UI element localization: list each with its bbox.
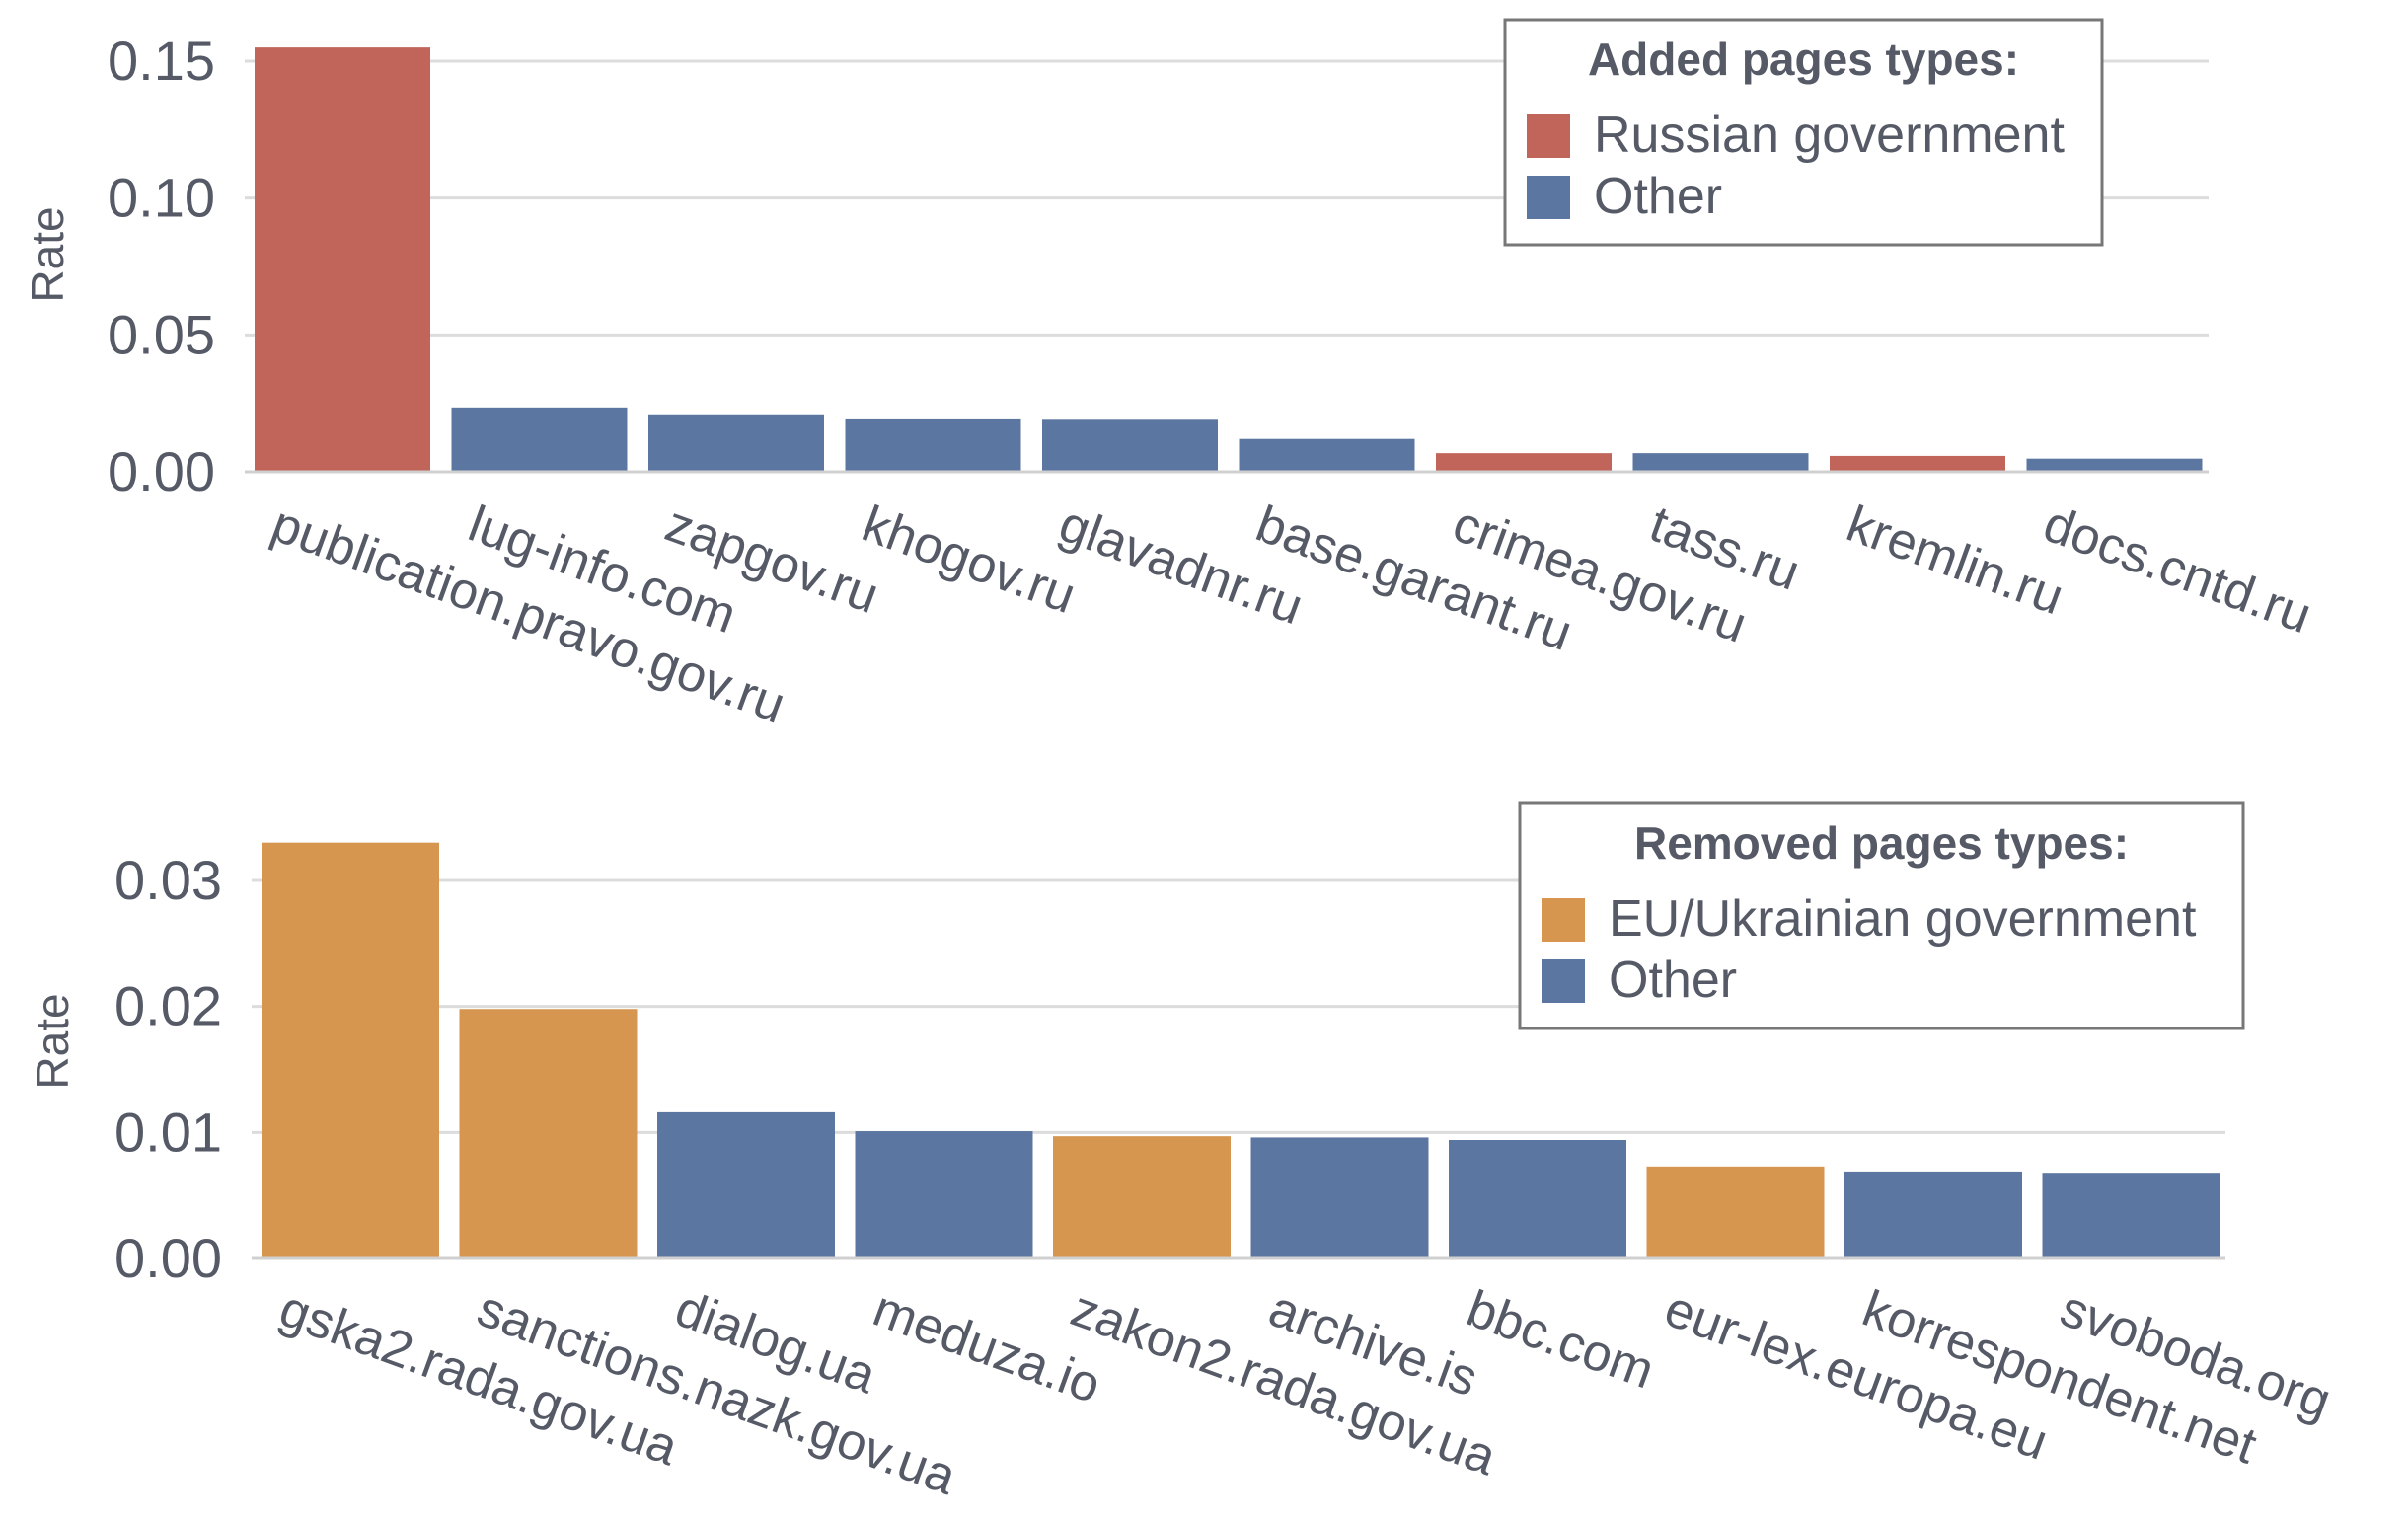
legend-swatch (1542, 898, 1585, 942)
y-tick-label: 0.00 (108, 440, 215, 502)
legend-swatch (1527, 176, 1570, 219)
y-tick-label: 0.05 (108, 303, 215, 365)
bar (1449, 1139, 1626, 1258)
y-tick-label: 0.15 (108, 30, 215, 92)
bar (1239, 438, 1415, 472)
bar (1830, 455, 2005, 472)
x-tick-label: khogov.ru (855, 495, 1083, 625)
x-tick-label: meduza.io (865, 1280, 1107, 1415)
bar (1844, 1171, 2022, 1258)
legend-label: Russian government (1594, 107, 2065, 164)
legend-label: Other (1594, 168, 1722, 225)
legend-swatch (1542, 959, 1585, 1003)
y-axis-label: Rate (22, 206, 73, 302)
y-tick-label: 0.01 (114, 1101, 222, 1163)
legend-label: EU/Ukrainian government (1609, 890, 2197, 948)
bar (855, 1131, 1033, 1258)
legend-title: Removed pages types: (1634, 817, 2129, 869)
bar (648, 414, 824, 472)
legend-swatch (1527, 114, 1570, 158)
legend-label: Other (1609, 951, 1737, 1009)
bar (1632, 453, 1809, 472)
y-tick-label: 0.03 (114, 849, 222, 911)
bar (1053, 1136, 1231, 1258)
legend: Removed pages types: EU/Ukrainian governm… (1518, 801, 2245, 1030)
bar (451, 407, 628, 472)
x-tick-label: kremlin.ru (1840, 495, 2070, 627)
added-pages-chart: 0.000.050.100.15publication.pravo.gov.ru… (22, 18, 2318, 734)
bar (1436, 453, 1612, 472)
bar (459, 1009, 638, 1258)
bar (657, 1111, 835, 1258)
bar (2026, 458, 2203, 472)
bar (1646, 1166, 1825, 1258)
legend: Added pages types: Russian governmentOthe… (1503, 18, 2104, 247)
bar (845, 418, 1021, 472)
bar (1250, 1137, 1429, 1258)
y-tick-label: 0.00 (114, 1227, 222, 1289)
x-tick-label: docs.cntd.ru (2036, 495, 2318, 645)
removed-pages-chart: 0.000.010.020.03gska2.rada.gov.uasanctio… (27, 801, 2338, 1506)
legend-box (1518, 801, 2245, 1030)
bar (1042, 419, 1218, 472)
legend-box (1503, 18, 2104, 247)
x-tick-label: bbc.com (1460, 1280, 1662, 1401)
y-axis-label: Rate (27, 993, 78, 1089)
legend-title: Added pages types: (1588, 34, 2019, 85)
bar (2042, 1173, 2220, 1258)
bar (262, 842, 439, 1258)
bar (255, 47, 430, 473)
y-tick-label: 0.10 (108, 167, 215, 229)
y-tick-label: 0.02 (114, 975, 222, 1037)
